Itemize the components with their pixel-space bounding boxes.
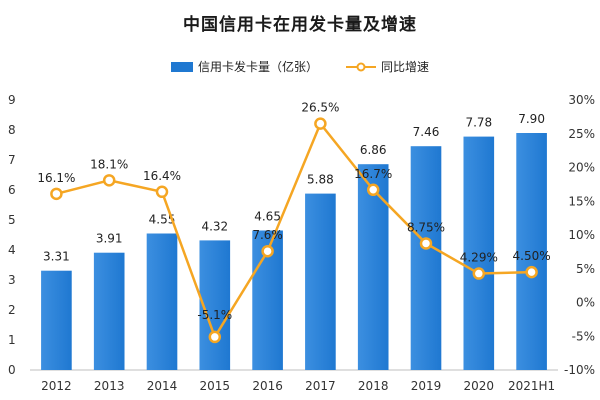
y-right-tick-label: -5% [572, 329, 595, 343]
y-left-tick-label: 6 [8, 183, 16, 197]
legend-item-bar: 信用卡发卡量（亿张） [170, 58, 318, 75]
bar-value-label: 4.55 [149, 213, 176, 227]
x-tick-label: 2018 [358, 379, 389, 393]
growth-value-label: -5.1% [197, 308, 232, 322]
bar [146, 233, 178, 370]
bar-value-label: 7.46 [413, 125, 440, 139]
growth-marker [50, 187, 63, 201]
x-tick-label: 2013 [94, 379, 125, 393]
growth-marker [472, 267, 486, 280]
bar-value-label: 3.31 [43, 250, 70, 264]
legend-line-label: 同比增速 [381, 60, 430, 74]
legend-item-line: 同比增速 [346, 58, 429, 75]
legend: 信用卡发卡量（亿张） 同比增速 [0, 58, 600, 75]
y-right-tick-label: 15% [568, 194, 595, 208]
y-right-tick-label: 0% [576, 296, 595, 310]
bar-value-label: 6.86 [360, 143, 387, 157]
bar-value-label: 4.65 [254, 210, 281, 224]
growth-value-label: 26.5% [301, 101, 339, 115]
growth-value-label: 18.1% [90, 157, 128, 171]
bar [516, 133, 547, 370]
x-tick-label: 2015 [200, 379, 231, 393]
growth-marker [366, 183, 380, 197]
y-right-tick-label: 5% [576, 262, 595, 276]
growth-value-label: 8.75% [407, 220, 445, 234]
legend-bar-label: 信用卡发卡量（亿张） [197, 60, 318, 74]
growth-marker [314, 117, 327, 130]
growth-value-label: 16.4% [143, 169, 181, 183]
growth-value-label: 16.7% [354, 167, 392, 181]
y-left-tick-label: 1 [8, 333, 16, 347]
y-right-tick-label: -10% [564, 363, 595, 377]
y-left-tick-label: 8 [8, 123, 16, 137]
bar-value-label: 7.78 [465, 116, 492, 130]
y-left-tick-label: 0 [8, 363, 16, 377]
bar [199, 240, 231, 370]
y-right-tick-label: 30% [568, 93, 595, 107]
bar [305, 193, 336, 370]
x-tick-label: 2020 [464, 379, 495, 393]
x-tick-label: 2019 [411, 379, 442, 393]
x-tick-label: 2016 [252, 379, 283, 393]
bar-value-label: 3.91 [96, 232, 123, 246]
growth-value-label: 4.29% [460, 251, 498, 265]
legend-line-swatch [346, 62, 376, 71]
chart-title: 中国信用卡在用发卡量及增速 [183, 15, 417, 35]
growth-marker [419, 237, 433, 250]
growth-marker [155, 185, 169, 199]
bar [410, 146, 442, 370]
x-tick-label: 2017 [305, 379, 336, 393]
growth-value-label: 16.1% [37, 171, 75, 185]
y-right-tick-label: 20% [568, 161, 595, 175]
bar [463, 136, 495, 370]
y-left-tick-label: 7 [8, 153, 16, 167]
y-left-tick-label: 3 [8, 273, 16, 287]
bar-value-label: 7.90 [518, 112, 545, 126]
x-tick-label: 2012 [41, 379, 72, 393]
bar-value-label: 5.88 [307, 173, 334, 187]
y-left-tick-label: 2 [8, 303, 16, 317]
bar [93, 252, 125, 370]
growth-marker [208, 330, 222, 344]
y-right-tick-label: 10% [568, 228, 595, 242]
growth-marker [102, 174, 116, 187]
growth-value-label: 7.6% [252, 228, 283, 242]
growth-line [56, 122, 532, 339]
bar [41, 270, 72, 370]
y-left-tick-label: 4 [8, 243, 16, 257]
growth-marker [261, 244, 274, 258]
x-tick-label: 2014 [147, 379, 178, 393]
x-tick-label: 2021H1 [508, 379, 555, 393]
y-left-tick-label: 5 [8, 213, 16, 227]
y-right-tick-label: 25% [568, 127, 595, 141]
bar-value-label: 4.32 [201, 219, 228, 233]
growth-marker [525, 265, 538, 279]
legend-bar-swatch [170, 61, 193, 72]
y-left-tick-label: 9 [8, 93, 16, 107]
growth-value-label: 4.50% [513, 249, 551, 263]
